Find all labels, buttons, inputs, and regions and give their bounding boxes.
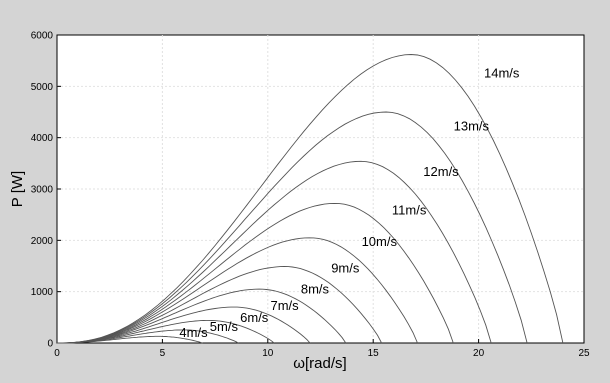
- curve-label: 14m/s: [484, 66, 520, 81]
- power-curve-14m-per-s: [57, 54, 564, 344]
- curve-label: 12m/s: [423, 164, 459, 179]
- x-tick-label: 0: [54, 348, 60, 359]
- x-tick-label: 5: [160, 348, 166, 359]
- curve-label: 13m/s: [454, 118, 490, 133]
- x-tick-label: 15: [368, 348, 380, 359]
- y-tick-label: 6000: [31, 31, 54, 42]
- y-tick-label: 3000: [31, 185, 54, 196]
- y-tick-label: 0: [47, 339, 53, 350]
- power-curve-13m-per-s: [57, 111, 528, 344]
- plot-area: [56, 34, 585, 344]
- y-axis-label: P [W]: [9, 171, 26, 207]
- x-axis-label: ω[rad/s]: [293, 355, 346, 372]
- y-tick-label: 2000: [31, 236, 54, 247]
- curve-label: 7m/s: [270, 298, 299, 313]
- x-tick-label: 20: [473, 348, 485, 359]
- grid-lines: [57, 35, 584, 343]
- curve-label: 9m/s: [331, 261, 360, 276]
- power-curve-10m-per-s: [57, 237, 418, 344]
- x-tick-label: 25: [578, 348, 590, 359]
- x-tick-label: 10: [262, 348, 274, 359]
- curve-label: 8m/s: [301, 281, 330, 296]
- curve-label: 11m/s: [392, 203, 427, 218]
- power-curve-11m-per-s: [57, 202, 454, 344]
- power-curve-9m-per-s: [57, 266, 382, 344]
- y-tick-label: 4000: [31, 133, 54, 144]
- power-curve-12m-per-s: [57, 160, 492, 344]
- power-curves: [57, 54, 564, 344]
- y-tick-label: 1000: [31, 287, 54, 298]
- curve-label: 4m/s: [179, 325, 208, 340]
- curve-label: 10m/s: [362, 234, 398, 249]
- axis-ticks: 0 5 10 15 20 25 0 1000 2000 3000 4000 5000 6000: [31, 31, 590, 360]
- y-tick-label: 5000: [31, 82, 54, 93]
- curve-label: 6m/s: [240, 310, 269, 325]
- curve-label: 5m/s: [210, 319, 239, 334]
